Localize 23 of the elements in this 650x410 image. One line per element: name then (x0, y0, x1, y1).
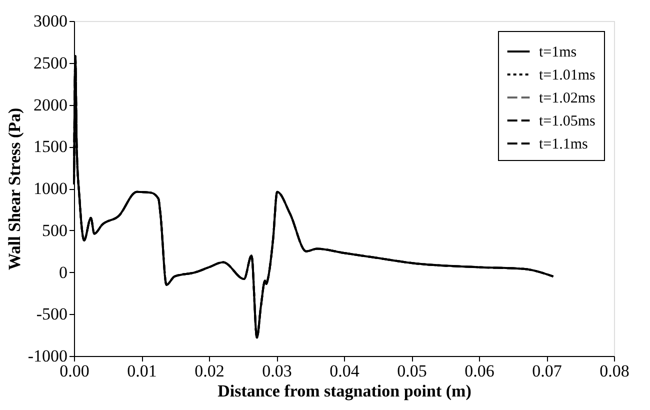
legend-label: t=1.02ms (539, 90, 596, 106)
y-tick-label: -500 (36, 304, 68, 324)
y-tick-label: 2500 (34, 53, 68, 72)
y-tick-label: 1500 (34, 137, 68, 156)
legend-label: t=1ms (539, 44, 577, 60)
legend-label: t=1.1ms (539, 136, 588, 152)
y-axis-title: Wall Shear Stress (Pa) (4, 108, 24, 270)
x-tick-label: 0.02 (194, 362, 224, 380)
x-tick-label: 0.06 (464, 362, 494, 380)
x-axis-title: Distance from stagnation point (m) (218, 382, 472, 400)
legend-label: t=1.05ms (539, 114, 596, 130)
y-tick-label: 2000 (34, 95, 68, 114)
x-tick-label: 0.01 (127, 362, 157, 380)
y-tick-label: 0 (59, 262, 68, 282)
x-tick-label: 0.04 (330, 362, 360, 380)
y-tick-label: 3000 (34, 12, 68, 30)
x-tick-label: 0.05 (397, 362, 427, 380)
x-tick-label: 0.03 (262, 362, 292, 380)
x-tick-label: 0.08 (600, 362, 630, 380)
x-tick-label: 0.07 (532, 362, 562, 380)
legend-label: t=1.01ms (539, 68, 596, 84)
y-tick-label: 500 (42, 220, 68, 240)
y-tick-label: 1000 (34, 179, 68, 198)
